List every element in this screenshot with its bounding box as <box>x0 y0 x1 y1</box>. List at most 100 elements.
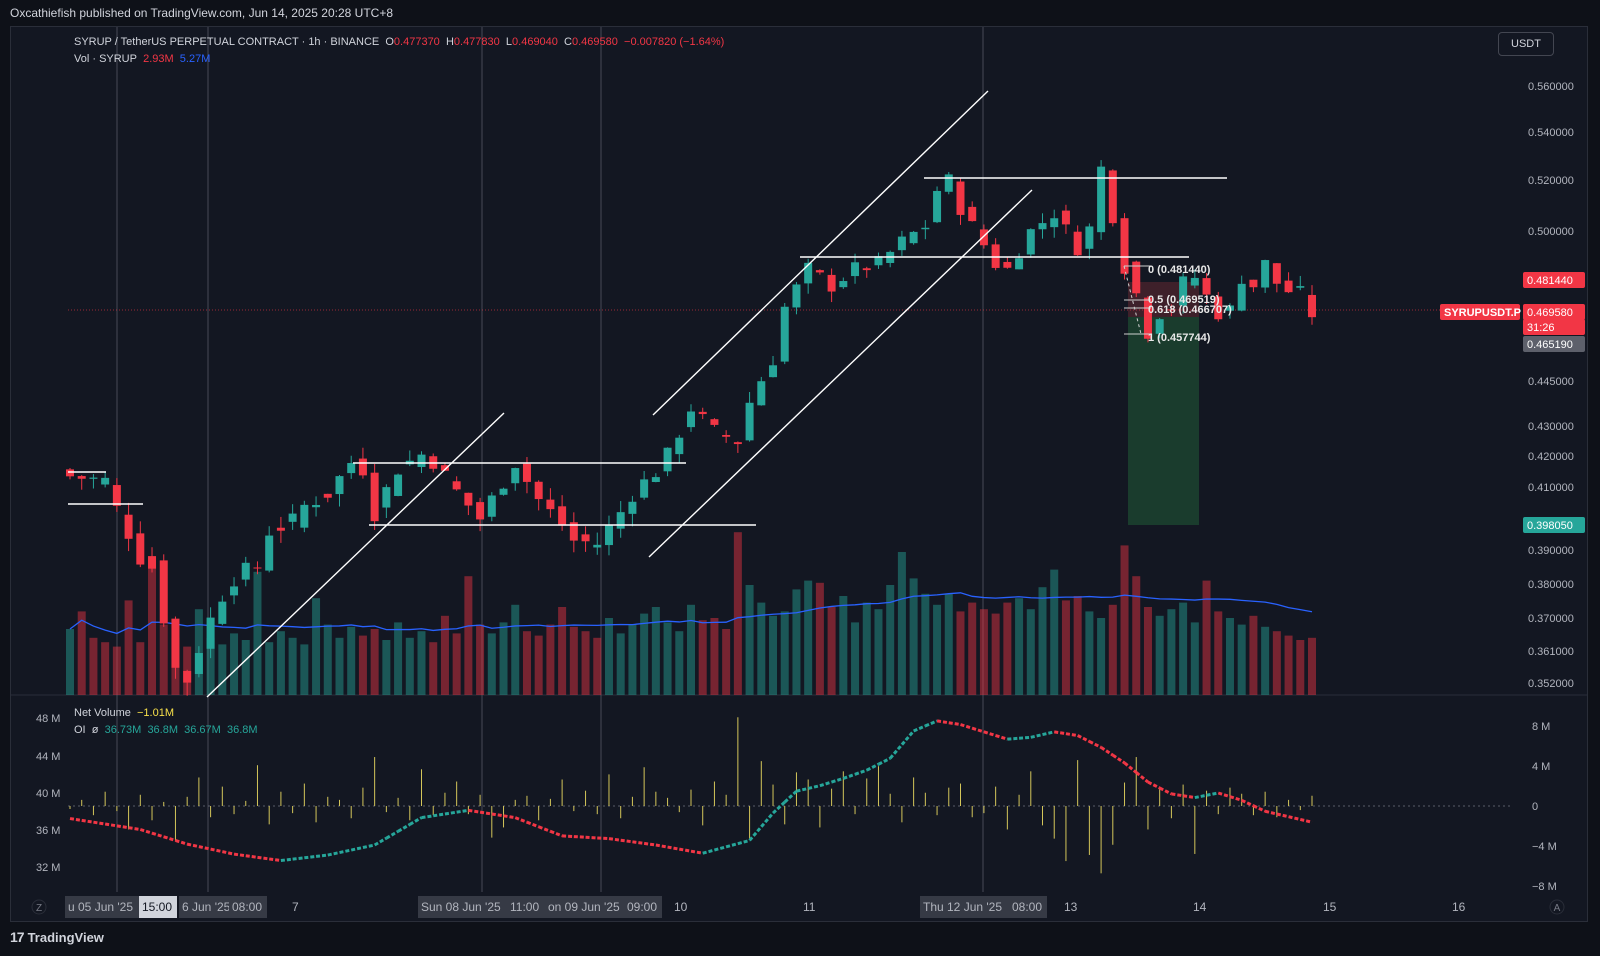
symbol-title[interactable]: SYRUP / TetherUS PERPETUAL CONTRACT · 1h… <box>74 36 380 48</box>
candle-body <box>66 469 74 477</box>
oi-segment <box>128 826 141 831</box>
oi-segment <box>385 830 399 840</box>
oi-segment <box>690 849 703 855</box>
candle-body <box>1120 218 1129 274</box>
fib-level-label: 1 (0.457744) <box>1148 332 1211 344</box>
oi-segment <box>573 835 586 839</box>
candle-body <box>206 617 215 649</box>
oi-legend[interactable]: OI ø 36.73M 36.8M 36.67M 36.8M <box>74 724 258 736</box>
volume-bar <box>1108 604 1117 695</box>
price-tick-label: 0.361000 <box>1528 646 1574 658</box>
trendline-drawings <box>68 90 1227 698</box>
oi-axis-tick: 32 M <box>36 862 60 874</box>
candle-body <box>1214 296 1223 320</box>
fib-labels: 0 (0.481440) 0.5 (0.469519)0.618 (0.46670… <box>1148 264 1232 344</box>
volume-bar <box>909 578 918 695</box>
candle-body <box>1085 226 1094 249</box>
oi-axis-tick: 44 M <box>36 751 60 763</box>
candle-body <box>663 447 672 472</box>
price-marker-label: 0.469580 <box>1527 307 1573 319</box>
candle-body <box>452 481 461 490</box>
candle-body <box>546 499 555 510</box>
oi-label[interactable]: OI <box>74 724 86 736</box>
volume-bar <box>511 604 520 695</box>
candle-body <box>265 535 274 571</box>
volume-bar <box>1061 600 1070 695</box>
candle-body <box>487 495 496 517</box>
oi-segment <box>760 812 775 828</box>
candle-body <box>112 485 121 506</box>
candle-body <box>698 411 707 415</box>
volume-bar <box>968 602 977 695</box>
zoom-icon-ring <box>31 899 47 915</box>
candle-body <box>897 236 906 251</box>
candle-body <box>148 556 157 569</box>
oi-segment <box>971 726 985 734</box>
volume-bar <box>101 642 110 695</box>
volume-bar <box>1272 631 1281 695</box>
candle-body <box>194 653 203 674</box>
chart-frame[interactable] <box>10 26 1588 922</box>
price-tick-label: 0.430000 <box>1528 421 1574 433</box>
volume-legend[interactable]: Vol · SYRUP 2.93M 5.27M <box>74 53 210 65</box>
candle-body <box>370 472 379 522</box>
volume-bar <box>66 629 74 695</box>
candle-body <box>101 477 110 485</box>
oi-segment <box>304 854 317 860</box>
time-label-bg <box>1009 896 1047 918</box>
oi-segment <box>116 824 129 830</box>
candle-body <box>722 434 731 437</box>
oi-segment <box>362 843 375 849</box>
oi-segment <box>1299 818 1313 824</box>
footer-brand[interactable]: 17 TradingView <box>10 929 104 945</box>
oi-segment <box>1288 815 1301 821</box>
oi-segment <box>643 841 657 847</box>
time-axis-label: u 05 Jun '25 <box>68 900 133 914</box>
price-tick-label: 0.420000 <box>1528 451 1574 463</box>
zoom-icon[interactable]: Z <box>36 903 42 914</box>
price-tick-label: 0.352000 <box>1528 678 1574 690</box>
net-volume-label[interactable]: Net Volume <box>74 707 131 719</box>
volume-bar <box>522 631 531 695</box>
volume-label[interactable]: Vol · SYRUP <box>74 53 137 65</box>
volume-bar <box>312 598 321 695</box>
high-value: 0.477830 <box>453 36 500 48</box>
volume-bar <box>558 607 567 695</box>
volume-bar <box>1155 615 1164 695</box>
oi-segment <box>725 842 739 849</box>
candle-body <box>1003 261 1012 268</box>
time-axis-label: 10 <box>674 900 688 914</box>
chart-canvas[interactable]: 0 (0.481440) 0.5 (0.469519)0.618 (0.46670… <box>0 0 1600 930</box>
oi-segment <box>1159 786 1173 796</box>
oi-segment <box>549 829 563 838</box>
oi-segment <box>456 808 469 814</box>
volume-bar <box>159 624 168 695</box>
price-tick-label: 0.390000 <box>1528 545 1574 557</box>
time-label-bg <box>139 896 177 918</box>
candle-body <box>511 468 520 484</box>
volume-bar <box>722 629 731 695</box>
auto-scale-icon[interactable]: A <box>1554 903 1561 914</box>
oi-segment <box>1007 736 1020 741</box>
volume-bar <box>1167 609 1176 695</box>
volume-bar <box>616 633 625 695</box>
oi-segment <box>93 820 106 826</box>
time-label-bg <box>418 896 514 918</box>
candle-body <box>804 262 813 284</box>
currency-button[interactable]: USDT <box>1498 32 1554 56</box>
net-volume-axis-tick: −4 M <box>1532 841 1557 853</box>
volume-bar <box>651 607 660 695</box>
volume-bar <box>569 626 578 695</box>
oi-segment <box>139 828 153 835</box>
oi-segment <box>421 814 434 820</box>
net-volume-axis-tick: 0 <box>1532 801 1538 813</box>
price-tick-label: 0.370000 <box>1528 613 1574 625</box>
symbol-legend[interactable]: SYRUP / TetherUS PERPETUAL CONTRACT · 1h… <box>74 36 724 48</box>
candle-body <box>604 525 613 546</box>
candle-body <box>745 402 754 441</box>
publisher-line: Oxcathiefish published on TradingView.co… <box>10 6 394 20</box>
oi-segment <box>748 825 763 842</box>
net-volume-legend[interactable]: Net Volume −1.01M <box>74 707 174 719</box>
volume-bar <box>757 602 766 695</box>
candle-body <box>862 268 871 271</box>
